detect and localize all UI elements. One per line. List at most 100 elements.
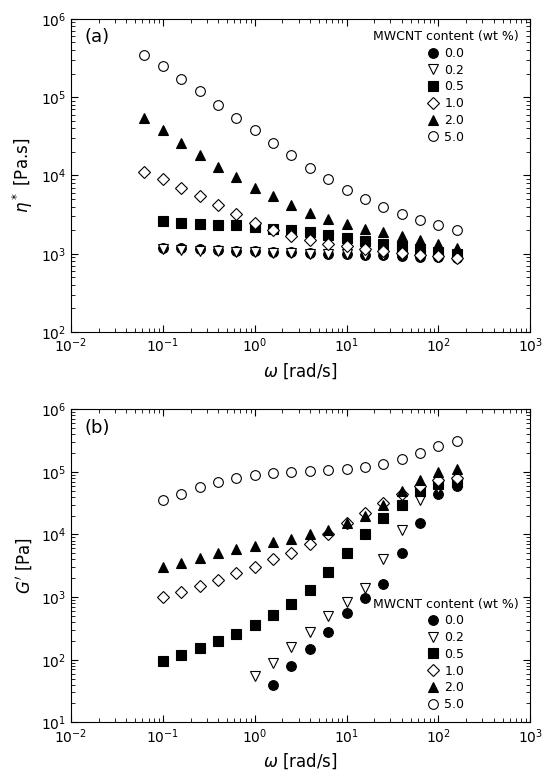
5.0: [435, 441, 442, 450]
1.0: [160, 593, 166, 602]
5.0: [362, 195, 368, 204]
1.0: [233, 569, 240, 578]
0.5: [398, 242, 405, 251]
2.0: [325, 214, 331, 224]
2.0: [454, 243, 460, 253]
0.5: [343, 549, 350, 558]
0.5: [214, 637, 221, 646]
Line: 0.5: 0.5: [158, 477, 461, 666]
5.0: [306, 163, 313, 173]
2.0: [435, 467, 442, 476]
0.2: [417, 252, 423, 261]
0.2: [362, 583, 368, 593]
2.0: [288, 534, 295, 543]
0.2: [252, 671, 258, 680]
5.0: [160, 496, 166, 505]
0.2: [343, 597, 350, 606]
Y-axis label: $G'$ [Pa]: $G'$ [Pa]: [14, 537, 35, 594]
0.0: [435, 489, 442, 498]
1.0: [288, 231, 295, 240]
1.0: [160, 174, 166, 184]
1.0: [398, 489, 405, 498]
2.0: [141, 113, 148, 122]
5.0: [288, 151, 295, 160]
Legend: 0.0, 0.2, 0.5, 1.0, 2.0, 5.0: 0.0, 0.2, 0.5, 1.0, 2.0, 5.0: [368, 25, 524, 149]
2.0: [380, 228, 387, 237]
0.5: [196, 643, 203, 652]
0.0: [288, 248, 295, 257]
Line: 2.0: 2.0: [158, 465, 461, 572]
Line: 2.0: 2.0: [140, 113, 461, 253]
0.0: [178, 243, 184, 253]
0.2: [398, 525, 405, 534]
2.0: [343, 518, 350, 528]
0.0: [214, 246, 221, 255]
1.0: [288, 549, 295, 558]
5.0: [141, 50, 148, 59]
0.2: [214, 246, 221, 256]
0.0: [417, 518, 423, 528]
1.0: [380, 498, 387, 508]
2.0: [252, 541, 258, 551]
2.0: [454, 465, 460, 474]
0.2: [160, 244, 166, 253]
0.0: [325, 249, 331, 258]
1.0: [214, 575, 221, 584]
0.2: [252, 248, 258, 257]
0.5: [398, 500, 405, 509]
Line: 5.0: 5.0: [158, 436, 461, 505]
0.5: [417, 486, 423, 495]
Line: 0.0: 0.0: [268, 481, 461, 690]
5.0: [380, 202, 387, 211]
0.5: [270, 610, 276, 619]
1.0: [343, 518, 350, 528]
0.5: [233, 629, 240, 638]
0.5: [454, 249, 460, 259]
1.0: [435, 475, 442, 484]
0.5: [343, 233, 350, 242]
5.0: [343, 464, 350, 473]
0.0: [270, 247, 276, 256]
0.2: [270, 658, 276, 667]
2.0: [233, 544, 240, 554]
1.0: [270, 225, 276, 235]
0.5: [362, 236, 368, 246]
0.0: [362, 594, 368, 603]
0.2: [306, 627, 313, 637]
2.0: [435, 239, 442, 248]
5.0: [288, 467, 295, 476]
5.0: [160, 61, 166, 70]
0.2: [380, 554, 387, 564]
5.0: [435, 221, 442, 230]
0.5: [252, 222, 258, 231]
1.0: [252, 218, 258, 228]
0.2: [270, 249, 276, 258]
1.0: [417, 250, 423, 260]
X-axis label: $\omega$ [rad/s]: $\omega$ [rad/s]: [263, 752, 338, 771]
0.5: [288, 599, 295, 608]
5.0: [306, 466, 313, 475]
0.2: [343, 249, 350, 259]
5.0: [398, 454, 405, 464]
Text: (b): (b): [85, 418, 110, 436]
Text: (a): (a): [85, 28, 110, 46]
2.0: [270, 537, 276, 547]
2.0: [214, 549, 221, 558]
2.0: [160, 125, 166, 135]
0.5: [306, 585, 313, 594]
5.0: [417, 215, 423, 224]
2.0: [417, 475, 423, 484]
0.5: [178, 650, 184, 659]
0.0: [417, 252, 423, 261]
0.2: [196, 246, 203, 255]
2.0: [288, 200, 295, 210]
0.2: [325, 249, 331, 259]
0.2: [288, 249, 295, 258]
5.0: [417, 448, 423, 457]
5.0: [380, 459, 387, 468]
0.5: [306, 228, 313, 237]
0.5: [270, 224, 276, 233]
1.0: [306, 235, 313, 245]
0.0: [252, 246, 258, 256]
2.0: [252, 183, 258, 192]
